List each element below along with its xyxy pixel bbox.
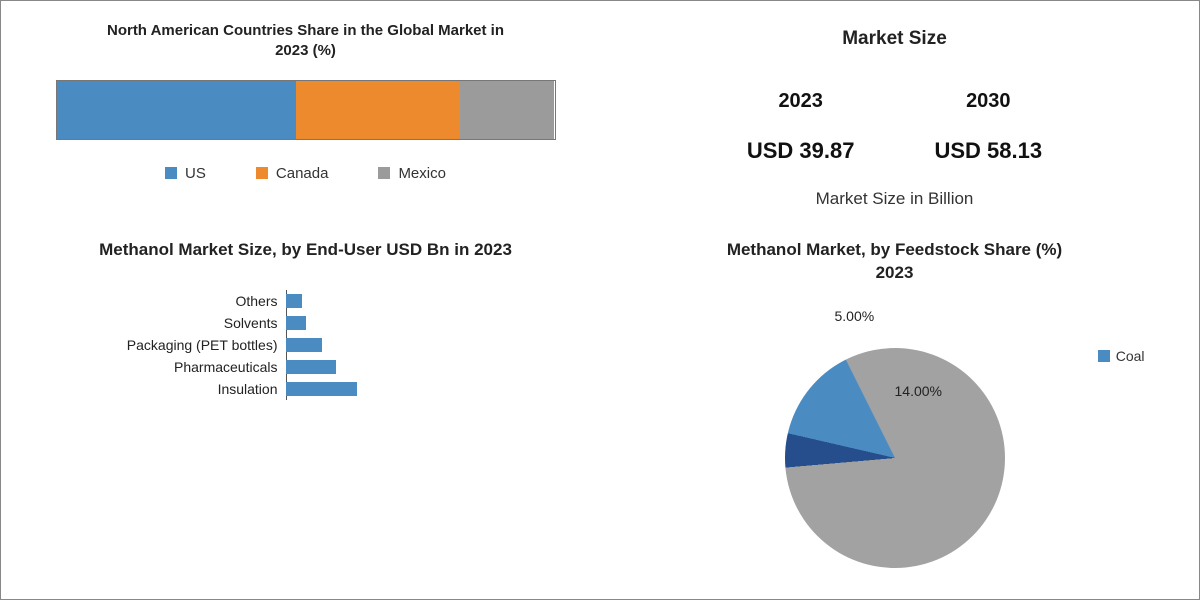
enduser-label: Insulation: [96, 381, 286, 397]
enduser-row: Insulation: [96, 378, 516, 400]
market-size-year-1: 2030: [935, 90, 1043, 113]
swatch-icon: [165, 167, 177, 179]
enduser-track: [286, 382, 516, 396]
enduser-track: [286, 360, 516, 374]
legend-item-mexico: Mexico: [378, 165, 446, 182]
na-share-seg-canada: [296, 81, 460, 139]
legend-label: Mexico: [398, 165, 446, 182]
market-size-title: Market Size: [842, 26, 947, 52]
enduser-panel: Methanol Market Size, by End-User USD Bn…: [31, 239, 580, 608]
crop-fade: [1, 589, 1199, 599]
enduser-row: Others: [96, 290, 516, 312]
enduser-bar: [286, 382, 357, 396]
swatch-icon: [378, 167, 390, 179]
na-share-title: North American Countries Share in the Gl…: [96, 21, 516, 62]
pie-pct-label-0: 5.00%: [835, 308, 875, 324]
enduser-row: Pharmaceuticals: [96, 356, 516, 378]
enduser-bar: [286, 338, 323, 352]
legend-label: US: [185, 165, 206, 182]
market-size-year-0: 2023: [747, 90, 855, 113]
enduser-track: [286, 338, 516, 352]
enduser-title: Methanol Market Size, by End-User USD Bn…: [99, 239, 512, 262]
market-size-value-0: USD 39.87: [747, 138, 855, 164]
na-share-panel: North American Countries Share in the Gl…: [31, 21, 580, 209]
feedstock-pie-wrap: 5.00% 14.00% Coal: [745, 308, 1045, 608]
feedstock-panel: Methanol Market, by Feedstock Share (%) …: [620, 239, 1169, 608]
feedstock-legend-label: Coal: [1116, 348, 1145, 364]
enduser-label: Solvents: [96, 315, 286, 331]
enduser-label: Packaging (PET bottles): [96, 337, 286, 353]
enduser-bar: [286, 316, 307, 330]
enduser-label: Others: [96, 293, 286, 309]
market-size-value-1: USD 58.13: [935, 138, 1043, 164]
enduser-barlist: Others Solvents Packaging (PET bottles) Pha…: [96, 290, 516, 400]
na-share-seg-us: [57, 81, 296, 139]
na-share-bar: [56, 80, 556, 140]
enduser-track: [286, 316, 516, 330]
legend-item-us: US: [165, 165, 206, 182]
feedstock-title: Methanol Market, by Feedstock Share (%) …: [715, 239, 1075, 285]
enduser-row: Solvents: [96, 312, 516, 334]
legend-item-canada: Canada: [256, 165, 329, 182]
market-size-caption: Market Size in Billion: [816, 189, 974, 209]
na-share-legend: US Canada Mexico: [165, 165, 446, 182]
swatch-icon: [1098, 350, 1110, 362]
enduser-bar: [286, 294, 302, 308]
enduser-row: Packaging (PET bottles): [96, 334, 516, 356]
feedstock-pie: [785, 348, 1005, 568]
enduser-bar: [286, 360, 337, 374]
swatch-icon: [256, 167, 268, 179]
market-size-grid: 2023 2030 USD 39.87 USD 58.13: [747, 90, 1042, 164]
enduser-track: [286, 294, 516, 308]
pie-pct-label-1: 14.00%: [895, 383, 942, 399]
enduser-label: Pharmaceuticals: [96, 359, 286, 375]
feedstock-legend-coal: Coal: [1098, 348, 1145, 364]
na-share-seg-mexico: [460, 81, 555, 139]
market-size-panel: Market Size 2023 2030 USD 39.87 USD 58.1…: [620, 21, 1169, 209]
legend-label: Canada: [276, 165, 329, 182]
